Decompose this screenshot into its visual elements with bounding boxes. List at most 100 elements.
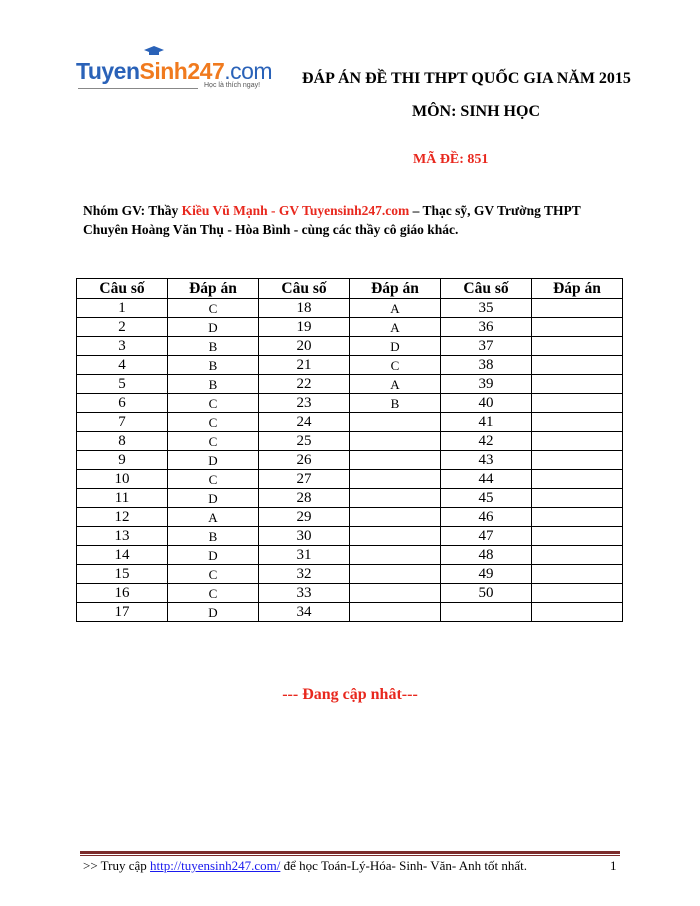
question-number-cell: 34 bbox=[258, 602, 350, 622]
answer-cell bbox=[531, 488, 623, 508]
table-row: 1 C 18 A 35 bbox=[76, 298, 623, 318]
table-row: 14 D 31 48 bbox=[76, 545, 623, 565]
page-number: 1 bbox=[610, 858, 617, 873]
question-number-cell: 33 bbox=[258, 583, 350, 603]
footer-text: >> Truy cập http://tuyensinh247.com/ để … bbox=[83, 858, 527, 874]
question-number-cell: 16 bbox=[76, 583, 168, 603]
answer-cell: C bbox=[167, 469, 259, 489]
question-number-cell: 40 bbox=[440, 393, 532, 413]
answer-cell bbox=[349, 412, 441, 432]
question-number-cell: 37 bbox=[440, 336, 532, 356]
question-number-cell: 20 bbox=[258, 336, 350, 356]
answer-cell bbox=[531, 583, 623, 603]
question-number-cell: 22 bbox=[258, 374, 350, 394]
column-header: Đáp án bbox=[349, 278, 441, 299]
answer-cell bbox=[531, 469, 623, 489]
intro-highlight: Kiều Vũ Mạnh - GV Tuyensinh247.com bbox=[181, 203, 410, 218]
answer-cell bbox=[531, 355, 623, 375]
answer-cell bbox=[349, 545, 441, 565]
exam-code: MÃ ĐỀ: 851 bbox=[413, 152, 489, 167]
table-row: 7 C 24 41 bbox=[76, 412, 623, 432]
question-number-cell: 28 bbox=[258, 488, 350, 508]
question-number-cell: 8 bbox=[76, 431, 168, 451]
table-row: 3 B 20 D 37 bbox=[76, 336, 623, 356]
question-number-cell: 11 bbox=[76, 488, 168, 508]
question-number-cell: 2 bbox=[76, 317, 168, 337]
question-number-cell: 30 bbox=[258, 526, 350, 546]
answer-cell bbox=[531, 507, 623, 527]
teacher-intro: Nhóm GV: Thầy Kiều Vũ Mạnh - GV Tuyensin… bbox=[83, 201, 623, 239]
answer-cell: B bbox=[349, 393, 441, 413]
logo-text-1: Tuyen bbox=[76, 58, 140, 84]
answer-cell bbox=[349, 602, 441, 622]
answer-cell: C bbox=[167, 298, 259, 318]
answer-cell: D bbox=[167, 602, 259, 622]
answer-cell bbox=[531, 545, 623, 565]
question-number-cell: 19 bbox=[258, 317, 350, 337]
answer-cell bbox=[349, 488, 441, 508]
answer-cell: B bbox=[167, 526, 259, 546]
footer-suffix: để học Toán-Lý-Hóa- Sinh- Văn- Anh tốt n… bbox=[280, 858, 528, 873]
answer-cell: D bbox=[349, 336, 441, 356]
answer-cell bbox=[349, 526, 441, 546]
answer-cell bbox=[531, 317, 623, 337]
answer-cell bbox=[531, 374, 623, 394]
table-row: 5 B 22 A 39 bbox=[76, 374, 623, 394]
answer-cell: D bbox=[167, 545, 259, 565]
answer-cell: C bbox=[167, 431, 259, 451]
question-number-cell: 42 bbox=[440, 431, 532, 451]
question-number-cell: 6 bbox=[76, 393, 168, 413]
question-number-cell: 17 bbox=[76, 602, 168, 622]
table-row: 17 D 34 bbox=[76, 602, 623, 622]
table-row: 13 B 30 47 bbox=[76, 526, 623, 546]
column-header: Câu số bbox=[76, 278, 168, 299]
table-row: 8 C 25 42 bbox=[76, 431, 623, 451]
question-number-cell: 41 bbox=[440, 412, 532, 432]
document-title: ĐÁP ÁN ĐỀ THI THPT QUỐC GIA NĂM 2015 bbox=[302, 70, 631, 87]
question-number-cell bbox=[440, 602, 532, 622]
footer-divider bbox=[80, 851, 620, 854]
column-header: Câu số bbox=[258, 278, 350, 299]
footer-link[interactable]: http://tuyensinh247.com/ bbox=[150, 858, 281, 873]
answer-cell: C bbox=[167, 393, 259, 413]
answer-cell bbox=[531, 298, 623, 318]
answer-cell bbox=[531, 526, 623, 546]
question-number-cell: 9 bbox=[76, 450, 168, 470]
question-number-cell: 32 bbox=[258, 564, 350, 584]
answer-cell bbox=[349, 450, 441, 470]
table-row: 11 D 28 45 bbox=[76, 488, 623, 508]
question-number-cell: 24 bbox=[258, 412, 350, 432]
answer-cell: D bbox=[167, 450, 259, 470]
answer-cell bbox=[531, 564, 623, 584]
table-row: 10 C 27 44 bbox=[76, 469, 623, 489]
table-row: 12 A 29 46 bbox=[76, 507, 623, 527]
answer-cell: B bbox=[167, 336, 259, 356]
question-number-cell: 12 bbox=[76, 507, 168, 527]
answer-cell: A bbox=[349, 298, 441, 318]
question-number-cell: 7 bbox=[76, 412, 168, 432]
answer-cell bbox=[349, 507, 441, 527]
question-number-cell: 25 bbox=[258, 431, 350, 451]
question-number-cell: 10 bbox=[76, 469, 168, 489]
answer-cell bbox=[531, 431, 623, 451]
question-number-cell: 23 bbox=[258, 393, 350, 413]
column-header: Câu số bbox=[440, 278, 532, 299]
column-header: Đáp án bbox=[167, 278, 259, 299]
answer-cell bbox=[349, 431, 441, 451]
answer-cell: B bbox=[167, 374, 259, 394]
question-number-cell: 27 bbox=[258, 469, 350, 489]
table-row: 4 B 21 C 38 bbox=[76, 355, 623, 375]
answer-cell: C bbox=[167, 412, 259, 432]
question-number-cell: 44 bbox=[440, 469, 532, 489]
question-number-cell: 26 bbox=[258, 450, 350, 470]
question-number-cell: 15 bbox=[76, 564, 168, 584]
question-number-cell: 21 bbox=[258, 355, 350, 375]
answer-table: Câu số Đáp án Câu số Đáp án Câu số Đáp án 1 C 18… bbox=[76, 278, 623, 622]
question-number-cell: 31 bbox=[258, 545, 350, 565]
answer-cell: A bbox=[167, 507, 259, 527]
question-number-cell: 3 bbox=[76, 336, 168, 356]
answer-cell: C bbox=[167, 564, 259, 584]
logo-tagline: Học là thích ngay! bbox=[204, 82, 261, 89]
question-number-cell: 48 bbox=[440, 545, 532, 565]
tuyensinh247-logo: TuyenSinh247.com Học là thích ngay! bbox=[76, 46, 273, 95]
